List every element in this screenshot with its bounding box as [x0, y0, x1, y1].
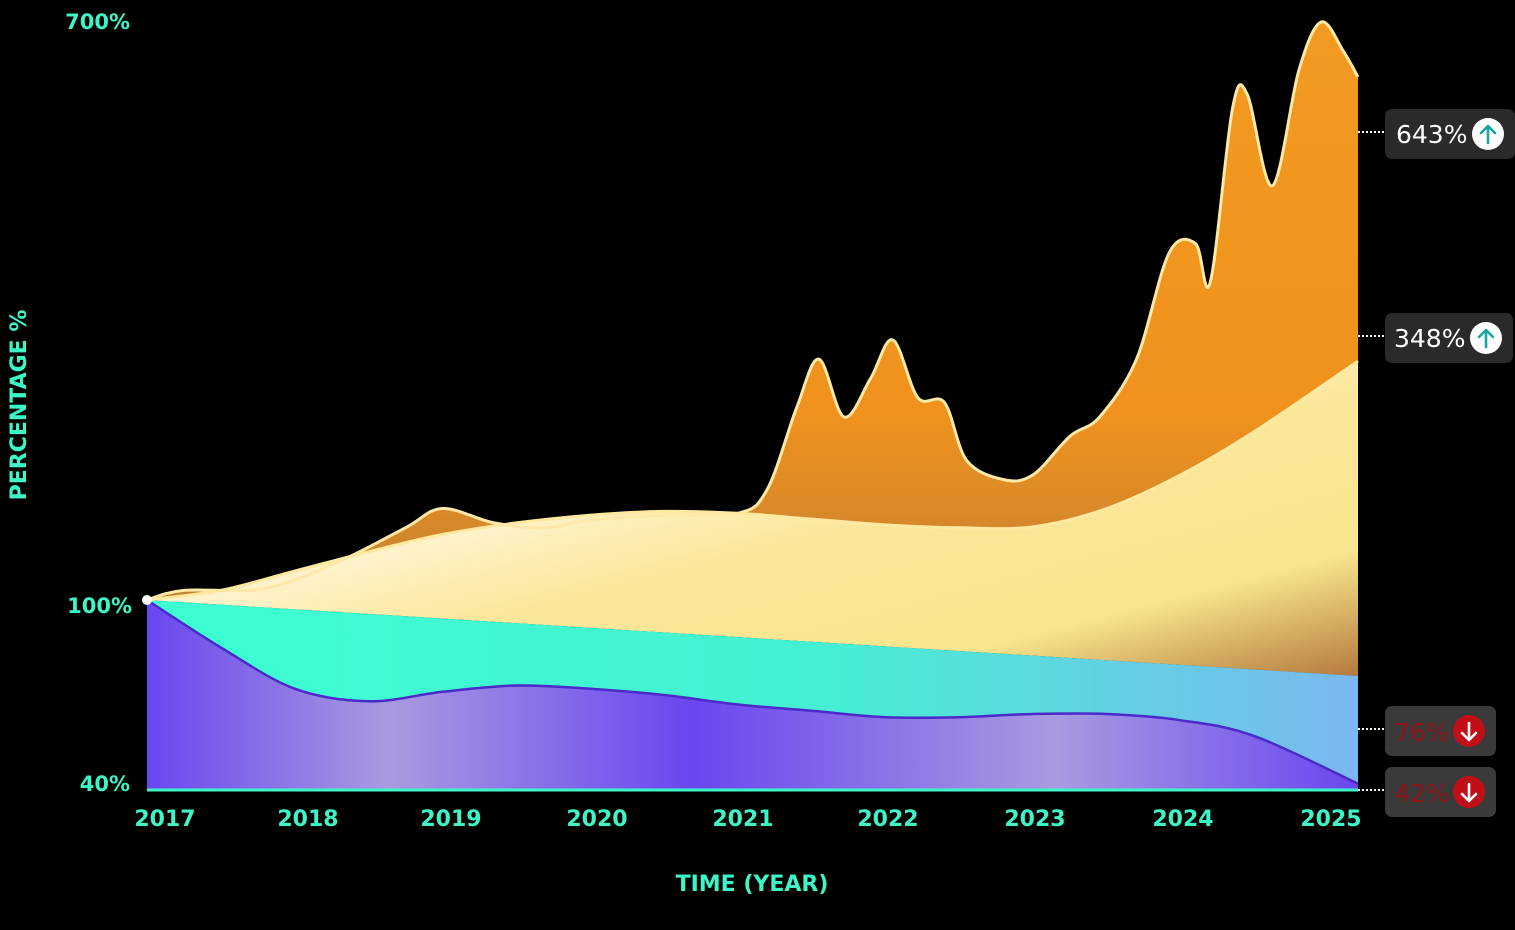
- y-tick-label: 700%: [65, 10, 130, 34]
- series-yellow-line: [146, 359, 1359, 602]
- x-tick-label: 2023: [1004, 807, 1065, 832]
- x-tick-label: 2021: [712, 807, 773, 832]
- x-tick-label: 2020: [566, 807, 627, 832]
- x-tick-label: 2018: [277, 807, 338, 832]
- callout-teal: 76%: [1358, 706, 1496, 756]
- series-orange-line: [146, 20, 1360, 602]
- callout-purple: 42%: [1358, 767, 1496, 817]
- arrow-up-icon-glyph: [1477, 328, 1495, 349]
- arrow-up-icon-glyph: [1479, 124, 1497, 145]
- callout-value: 348%: [1394, 324, 1465, 353]
- series-purple-line: [146, 598, 1359, 785]
- callout-value: 42%: [1394, 779, 1450, 808]
- arrow-down-icon-glyph: [1460, 721, 1478, 742]
- y-tick-label: 40%: [80, 772, 130, 796]
- callout-value: 643%: [1396, 120, 1467, 149]
- callout-value: 76%: [1394, 718, 1450, 747]
- x-axis-title: TIME (YEAR): [676, 872, 829, 897]
- x-tick-label: 2024: [1152, 807, 1213, 832]
- x-tick-label: 2019: [420, 807, 481, 832]
- x-tick-label: 2017: [134, 807, 195, 832]
- x-tick-label: 2025: [1300, 807, 1361, 832]
- x-tick-label: 2022: [857, 807, 918, 832]
- callout-yellow: 348%: [1358, 313, 1513, 363]
- series-teal-area: [147, 600, 1358, 784]
- callout-orange: 643%: [1358, 109, 1515, 159]
- y-tick-label: 100%: [67, 594, 132, 618]
- origin-dot: [142, 595, 152, 605]
- series-orange-area: [147, 21, 1358, 677]
- arrow-down-icon-glyph: [1460, 782, 1478, 803]
- series-yellow-area: [147, 361, 1358, 676]
- series-purple-area: [147, 600, 1358, 790]
- y-axis-title: PERCENTAGE %: [7, 310, 32, 501]
